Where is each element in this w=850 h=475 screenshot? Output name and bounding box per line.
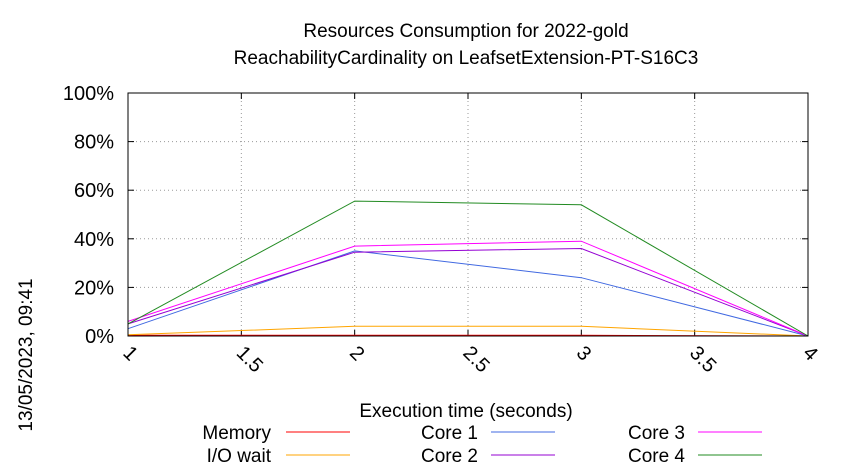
x-tick-label: 2.5 xyxy=(458,342,493,377)
x-tick-label: 3 xyxy=(572,342,595,365)
x-tick-label: 2 xyxy=(345,342,368,365)
y-tick-label: 0% xyxy=(85,326,114,348)
legend-label-core-2: Core 2 xyxy=(421,446,478,467)
legend-label-core-4: Core 4 xyxy=(628,446,685,467)
series-lines xyxy=(127,200,809,337)
y-axis-ticks: 0% 20% 40% 60% 80% 100% xyxy=(63,83,808,348)
x-axis-ticks: 1 1.5 2 2.5 3 3.5 4 xyxy=(118,93,822,377)
y-tick-label: 20% xyxy=(74,277,114,299)
grid xyxy=(128,93,808,336)
chart-title-line1: Resources Consumption for 2022-gold xyxy=(303,21,628,42)
y-tick-label: 100% xyxy=(63,83,114,105)
legend-label-core-1: Core 1 xyxy=(421,423,478,444)
x-tick-label: 4 xyxy=(798,342,821,365)
series-line-core-1 xyxy=(127,250,809,337)
y-tick-label: 80% xyxy=(74,132,114,154)
x-axis-label: Execution time (seconds) xyxy=(359,401,572,422)
x-tick-label: 3.5 xyxy=(685,342,720,377)
legend-label-i-o-wait: I/O wait xyxy=(207,446,272,467)
legend-label-memory: Memory xyxy=(202,423,271,444)
y-tick-label: 40% xyxy=(74,229,114,251)
chart-title-line2: ReachabilityCardinality on LeafsetExtens… xyxy=(234,48,699,69)
series-line-core-3 xyxy=(127,240,809,337)
plot-frame xyxy=(127,92,809,337)
x-tick-label: 1.5 xyxy=(232,342,267,377)
y-tick-label: 60% xyxy=(74,180,114,202)
series-line-i-o-wait xyxy=(127,325,809,337)
x-tick-label: 1 xyxy=(118,342,141,365)
legend-label-core-3: Core 3 xyxy=(628,423,685,444)
series-line-core-4 xyxy=(127,200,809,337)
timestamp: 13/05/2023, 09:41 xyxy=(16,278,37,431)
series-line-core-2 xyxy=(127,247,809,337)
